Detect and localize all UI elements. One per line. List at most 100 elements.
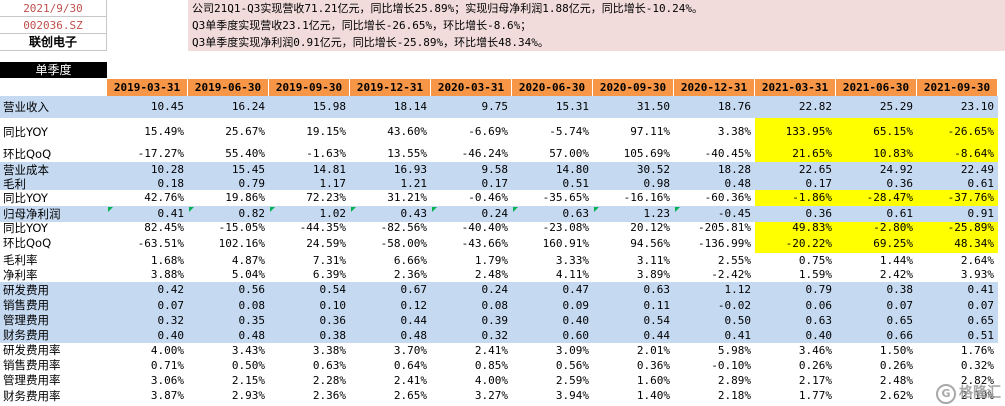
row-label[interactable]: 毛利率 xyxy=(3,253,38,267)
table-cell[interactable]: 0.79 xyxy=(755,282,836,298)
table-cell[interactable]: 22.49 xyxy=(917,162,998,178)
table-cell[interactable]: 3.87% xyxy=(107,388,188,404)
table-cell[interactable]: 25.29 xyxy=(836,96,917,118)
table-cell[interactable]: 4.00% xyxy=(107,343,188,358)
table-cell[interactable]: -43.66% xyxy=(431,234,512,253)
row-label[interactable]: 环比QoQ xyxy=(3,236,52,250)
row-label[interactable]: 研发费用率 xyxy=(3,343,61,357)
table-cell[interactable]: 0.63 xyxy=(593,282,674,298)
table-cell[interactable]: 43.60% xyxy=(350,118,431,146)
row-label[interactable]: 财务费用率 xyxy=(3,389,61,403)
table-cell[interactable]: 13.55% xyxy=(350,146,431,162)
table-cell[interactable]: 1.21 xyxy=(350,178,431,190)
table-cell[interactable]: -1.63% xyxy=(269,146,350,162)
table-cell[interactable]: 1.59% xyxy=(755,268,836,282)
table-cell[interactable]: 2.36% xyxy=(350,268,431,282)
table-cell[interactable]: 2.41% xyxy=(431,343,512,358)
table-cell[interactable]: 160.91% xyxy=(512,234,593,253)
table-cell[interactable]: 2.82% xyxy=(917,373,998,388)
table-cell[interactable]: 22.65 xyxy=(755,162,836,178)
table-cell[interactable]: 3.43% xyxy=(188,343,269,358)
table-cell[interactable]: 30.52 xyxy=(593,162,674,178)
table-cell[interactable]: 9.58 xyxy=(431,162,512,178)
table-cell[interactable]: 0.48 xyxy=(674,178,755,190)
table-cell[interactable]: 18.28 xyxy=(674,162,755,178)
table-cell[interactable]: 5.98% xyxy=(674,343,755,358)
table-cell[interactable]: 0.47 xyxy=(512,282,593,298)
table-cell[interactable]: 23.10 xyxy=(917,96,998,118)
table-cell[interactable]: 2.62% xyxy=(836,388,917,404)
table-cell[interactable]: 2.42% xyxy=(836,268,917,282)
table-cell[interactable]: 0.36 xyxy=(269,313,350,328)
table-cell[interactable]: 1.77% xyxy=(755,388,836,404)
table-cell[interactable]: -5.74% xyxy=(512,118,593,146)
table-cell[interactable]: 3.06% xyxy=(107,373,188,388)
table-cell[interactable]: 16.93 xyxy=(350,162,431,178)
table-cell[interactable]: 3.70% xyxy=(350,343,431,358)
table-cell[interactable]: 2.19% xyxy=(917,388,998,404)
column-header[interactable]: 2021-09-30 xyxy=(917,79,998,96)
table-cell[interactable]: 2.36% xyxy=(269,388,350,404)
row-label[interactable]: 销售费用率 xyxy=(3,358,61,372)
stock-code-cell[interactable]: 002036.SZ xyxy=(0,17,107,34)
table-cell[interactable]: -44.35% xyxy=(269,222,350,234)
table-cell[interactable]: 0.32 xyxy=(107,313,188,328)
table-cell[interactable]: 0.12 xyxy=(350,298,431,313)
table-cell[interactable]: 2.18% xyxy=(674,388,755,404)
table-cell[interactable]: 0.11 xyxy=(593,298,674,313)
table-cell[interactable]: -0.10% xyxy=(674,358,755,373)
table-cell[interactable]: 4.87% xyxy=(188,253,269,268)
table-cell[interactable]: -25.89% xyxy=(917,222,998,234)
table-cell[interactable]: 2.65% xyxy=(350,388,431,404)
table-cell[interactable]: 0.54 xyxy=(269,282,350,298)
table-cell[interactable]: 6.39% xyxy=(269,268,350,282)
table-cell[interactable]: 21.65% xyxy=(755,146,836,162)
table-cell[interactable]: 0.17 xyxy=(431,178,512,190)
table-cell[interactable]: -1.86% xyxy=(755,190,836,206)
table-cell[interactable]: 0.17 xyxy=(755,178,836,190)
table-cell[interactable]: 57.00% xyxy=(512,146,593,162)
table-cell[interactable]: 3.11% xyxy=(593,253,674,268)
table-cell[interactable]: -60.36% xyxy=(674,190,755,206)
table-cell[interactable]: -58.00% xyxy=(350,234,431,253)
table-cell[interactable]: 1.17 xyxy=(269,178,350,190)
table-cell[interactable]: 0.51 xyxy=(917,328,998,343)
table-cell[interactable]: -40.40% xyxy=(431,222,512,234)
table-cell[interactable]: 19.86% xyxy=(188,190,269,206)
table-cell[interactable]: 105.69% xyxy=(593,146,674,162)
summary-note[interactable]: Q3单季度实现净利润0.91亿元，同比增长-25.89%，环比增长48.34%。 xyxy=(192,36,549,49)
table-cell[interactable]: 10.45 xyxy=(107,96,188,118)
table-cell[interactable]: 18.14 xyxy=(350,96,431,118)
table-cell[interactable]: 15.31 xyxy=(512,96,593,118)
table-cell[interactable]: 0.08 xyxy=(431,298,512,313)
table-cell[interactable]: 0.43 xyxy=(350,206,431,222)
table-cell[interactable]: 3.88% xyxy=(107,268,188,282)
table-cell[interactable]: -26.65% xyxy=(917,118,998,146)
table-cell[interactable]: 0.64% xyxy=(350,358,431,373)
table-cell[interactable]: 3.93% xyxy=(917,268,998,282)
table-cell[interactable]: 16.24 xyxy=(188,96,269,118)
table-cell[interactable]: 0.10 xyxy=(269,298,350,313)
table-cell[interactable]: 0.63 xyxy=(755,313,836,328)
table-cell[interactable]: 2.15% xyxy=(188,373,269,388)
column-header[interactable]: 2019-12-31 xyxy=(350,79,431,96)
column-header[interactable]: 2020-06-30 xyxy=(512,79,593,96)
table-cell[interactable]: -2.80% xyxy=(836,222,917,234)
row-label[interactable]: 销售费用 xyxy=(0,298,107,313)
table-cell[interactable]: 1.44% xyxy=(836,253,917,268)
table-cell[interactable]: -63.51% xyxy=(107,234,188,253)
row-label[interactable]: 同比YOY xyxy=(3,191,48,205)
table-cell[interactable]: -15.05% xyxy=(188,222,269,234)
table-cell[interactable]: 1.23 xyxy=(593,206,674,222)
table-cell[interactable]: 0.09 xyxy=(512,298,593,313)
table-cell[interactable]: 0.40 xyxy=(755,328,836,343)
table-cell[interactable]: 0.75% xyxy=(755,253,836,268)
table-cell[interactable]: 0.07 xyxy=(107,298,188,313)
table-cell[interactable]: 0.61 xyxy=(917,178,998,190)
table-cell[interactable]: 0.50 xyxy=(674,313,755,328)
table-cell[interactable]: 2.64% xyxy=(917,253,998,268)
table-cell[interactable]: 2.01% xyxy=(593,343,674,358)
table-cell[interactable]: 10.28 xyxy=(107,162,188,178)
table-cell[interactable]: 0.85% xyxy=(431,358,512,373)
table-cell[interactable]: 0.36 xyxy=(755,206,836,222)
